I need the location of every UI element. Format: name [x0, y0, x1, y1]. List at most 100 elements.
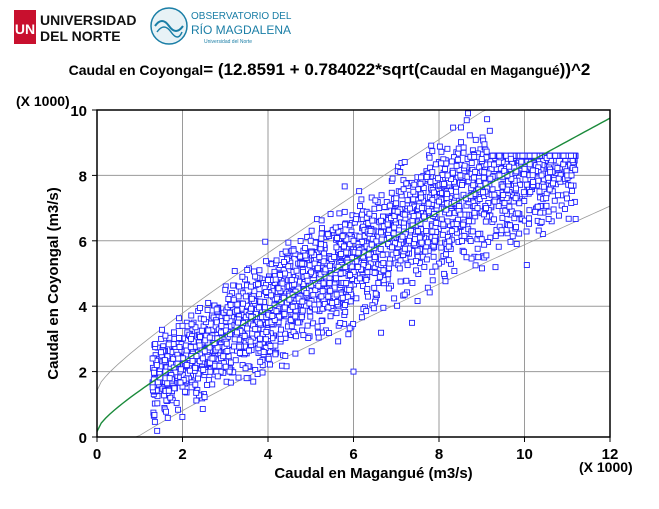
y-axis-multiplier: (X 1000) [16, 93, 70, 109]
data-point [407, 205, 413, 212]
data-point [482, 218, 489, 225]
university-name-line2: DEL NORTE [40, 28, 121, 44]
data-point [251, 268, 258, 275]
data-point [551, 197, 558, 204]
data-point [438, 244, 445, 251]
data-point [153, 362, 160, 369]
data-point [346, 286, 353, 293]
data-point [441, 270, 448, 277]
data-point [546, 152, 553, 159]
data-point [478, 236, 485, 243]
data-point [297, 253, 304, 260]
data-point [468, 160, 475, 166]
data-point [242, 293, 249, 300]
data-point [299, 260, 306, 267]
data-point [236, 343, 243, 350]
data-point [543, 195, 550, 202]
data-point [281, 259, 287, 265]
data-point [223, 340, 230, 347]
data-point [401, 291, 408, 298]
data-point [380, 304, 387, 311]
data-point [456, 203, 463, 209]
data-point [360, 283, 367, 289]
data-point [483, 148, 490, 155]
data-point [162, 332, 169, 339]
data-point [404, 197, 411, 204]
data-point [272, 342, 279, 349]
data-point [438, 160, 445, 167]
data-point [380, 260, 387, 267]
data-point [438, 148, 445, 155]
data-point [192, 381, 199, 388]
data-point [300, 332, 307, 339]
data-point [292, 313, 299, 320]
data-point [213, 319, 220, 326]
data-point [303, 290, 310, 297]
data-point [388, 189, 395, 196]
data-point [521, 198, 528, 204]
observatory-name-line3: Universidad del Norte [204, 39, 252, 45]
data-point [391, 224, 398, 231]
data-point [176, 335, 182, 341]
data-point [325, 304, 332, 311]
data-point [376, 205, 383, 212]
data-point [472, 262, 479, 269]
data-point [450, 124, 457, 131]
data-point [572, 166, 579, 173]
data-point [394, 302, 401, 309]
data-point [334, 235, 340, 242]
data-point [224, 348, 231, 354]
data-point [282, 270, 289, 277]
data-point [299, 307, 306, 314]
data-point [205, 299, 212, 306]
data-point [363, 277, 370, 283]
data-point [423, 228, 430, 234]
data-point [327, 211, 334, 218]
data-point [239, 273, 246, 280]
data-point [565, 215, 572, 222]
data-point [468, 255, 475, 262]
x-tick-label: 0 [93, 446, 101, 463]
data-point [177, 379, 184, 386]
data-point [304, 322, 311, 329]
data-point [458, 124, 464, 131]
data-point [325, 330, 332, 336]
data-point [389, 175, 396, 182]
data-point [410, 188, 417, 195]
data-point [545, 208, 552, 215]
data-point [209, 355, 216, 362]
data-point [448, 176, 454, 182]
data-point [380, 267, 387, 274]
data-point [307, 313, 314, 320]
data-point [342, 302, 349, 308]
data-point [275, 285, 282, 292]
data-point [460, 221, 467, 228]
data-point [226, 309, 233, 316]
data-point [269, 313, 276, 319]
data-point [501, 167, 508, 174]
data-point [425, 200, 432, 207]
data-point [467, 238, 474, 244]
data-point [491, 161, 497, 168]
data-point [341, 243, 347, 250]
data-point [154, 427, 161, 434]
data-point [396, 265, 403, 272]
data-point [409, 280, 416, 286]
data-point [401, 159, 408, 166]
data-point [151, 411, 158, 418]
data-point [246, 347, 253, 354]
data-point [440, 221, 447, 228]
data-point [297, 238, 304, 244]
data-point [426, 289, 433, 296]
y-axis-label: Caudal en Coyongal (m3/s) [45, 187, 62, 380]
data-point [204, 382, 211, 388]
data-point [262, 238, 269, 245]
data-point [460, 248, 467, 255]
data-point [378, 329, 385, 336]
data-point [417, 180, 424, 187]
data-point [252, 326, 259, 333]
data-point [302, 245, 309, 251]
data-point [460, 144, 467, 151]
observatory-name-line2: RÍO MAGDALENA [191, 22, 291, 37]
data-point [512, 195, 519, 202]
